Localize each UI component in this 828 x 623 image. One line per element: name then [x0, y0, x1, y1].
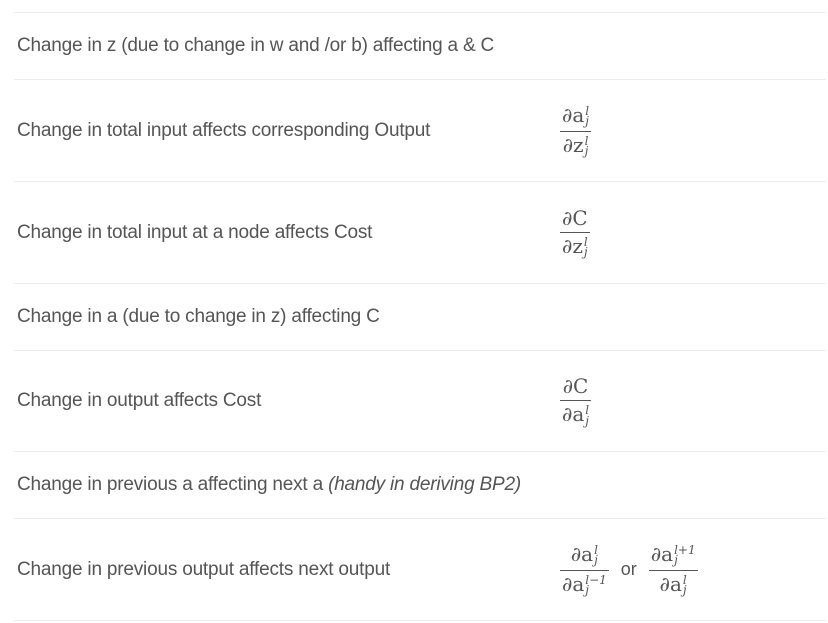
row-label: Change in previous output affects next o…	[17, 558, 391, 580]
table-row: Change in previous a affecting next a (h…	[14, 452, 826, 519]
table-row: Change in output affects Cost ∂C ∂a l j	[14, 351, 826, 452]
or-text: or	[620, 559, 637, 579]
row-label: Change in previous a affecting next a (h…	[17, 474, 521, 495]
row-label: Change in output affects Cost	[17, 390, 262, 411]
table-row: Change in z (due to change in w and /or …	[14, 13, 826, 80]
row-note: (handy in deriving BP2)	[328, 474, 521, 495]
fraction: ∂a l j ∂a l−1 j	[560, 541, 609, 597]
fraction: ∂C ∂a l j	[560, 374, 592, 428]
row-label: Change in total input affects correspond…	[17, 119, 431, 141]
fraction: ∂a l j ∂z l j	[560, 102, 592, 158]
table-row: Change in a (due to change in z) affecti…	[14, 284, 826, 351]
row-label: Change in total input at a node affects …	[17, 221, 373, 243]
derivative-table: Change in z (due to change in w and /or …	[14, 12, 826, 621]
formula: ∂a l j ∂a l−1 j or ∂a l+1 j ∂a l j	[560, 541, 826, 597]
row-label: Change in a (due to change in z) affecti…	[17, 306, 380, 327]
table-row: Change in previous output affects next o…	[14, 519, 826, 621]
row-label: Change in z (due to change in w and /or …	[17, 35, 495, 56]
fraction: ∂a l+1 j ∂a l j	[648, 541, 698, 597]
formula: ∂a l j ∂z l j	[560, 102, 826, 158]
formula: ∂C ∂z l j	[560, 208, 826, 258]
table-row: Change in total input at a node affects …	[14, 182, 826, 284]
fraction: ∂C ∂z l j	[560, 205, 590, 260]
table-row: Change in total input affects correspond…	[14, 80, 826, 182]
formula: ∂C ∂a l j	[560, 374, 826, 428]
